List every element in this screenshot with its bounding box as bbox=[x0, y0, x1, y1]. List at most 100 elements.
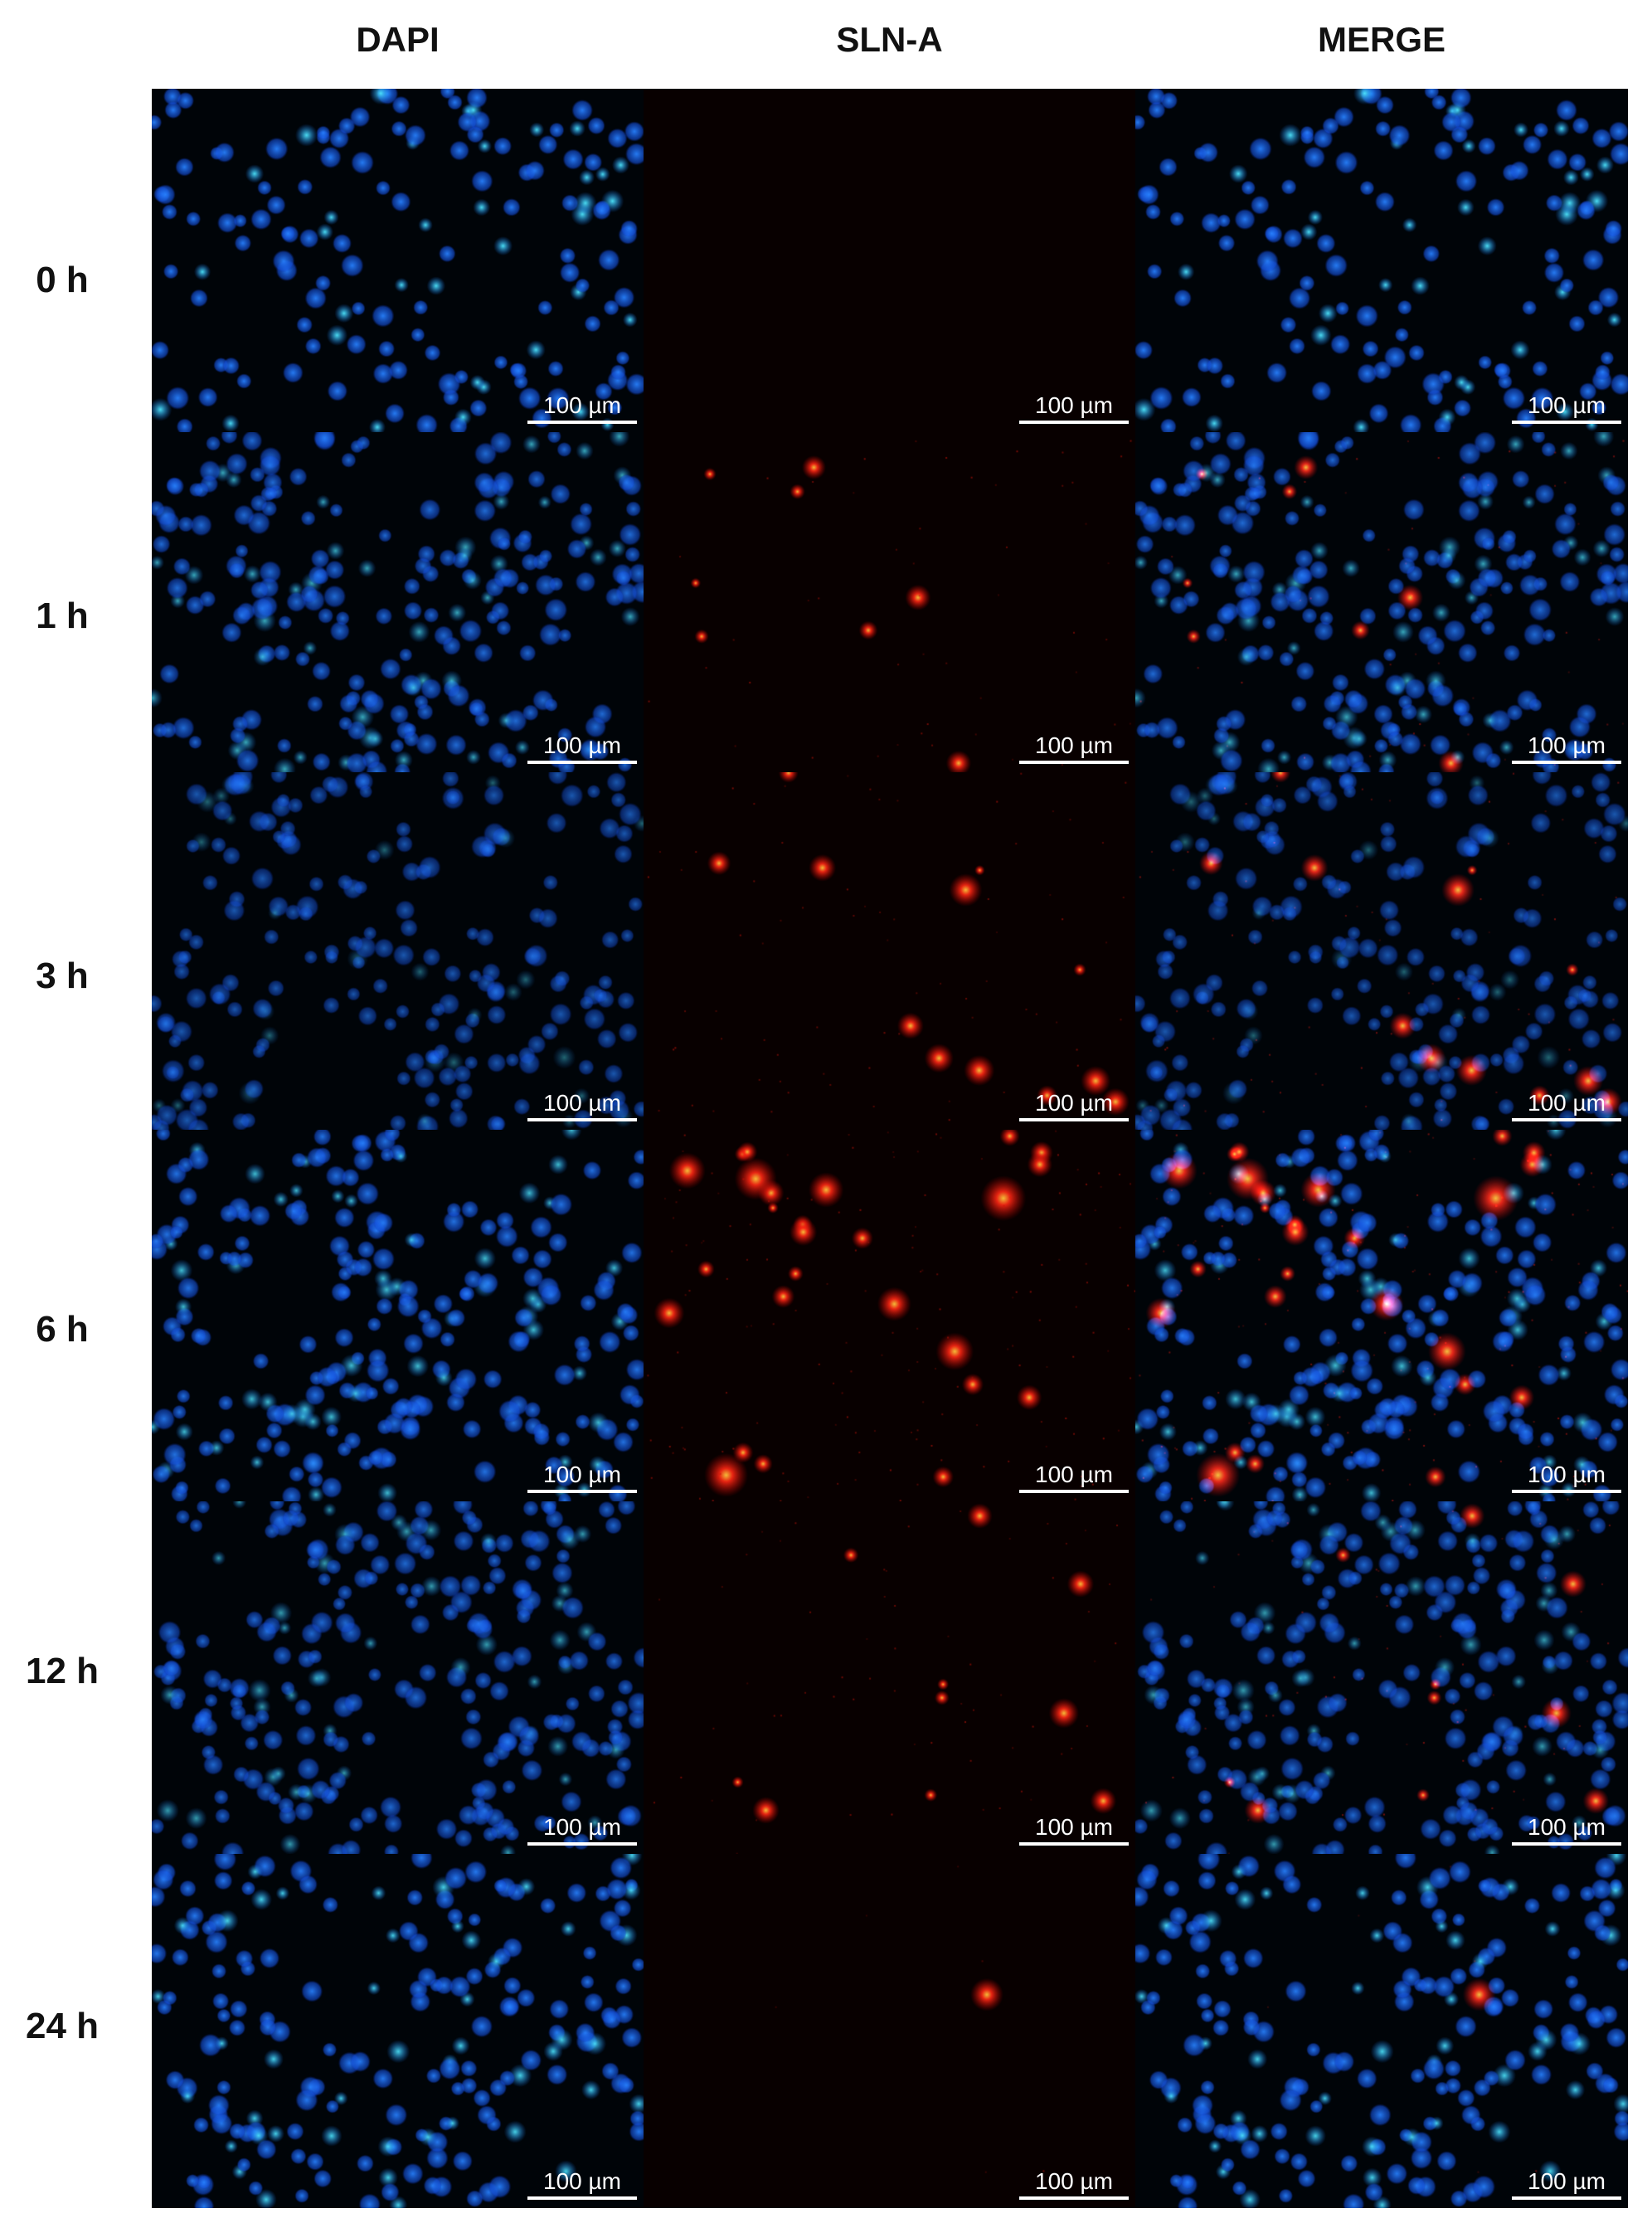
micrograph-sln-1h: 100 µm bbox=[644, 432, 1135, 772]
micrograph-image bbox=[152, 89, 644, 432]
micrograph-image bbox=[1135, 1854, 1628, 2208]
scale-bar: 100 µm bbox=[1512, 1090, 1621, 1121]
scale-bar-line bbox=[527, 1118, 637, 1121]
scale-bar-label: 100 µm bbox=[543, 1090, 621, 1116]
micrograph-image bbox=[152, 772, 644, 1130]
micrograph-image bbox=[644, 772, 1135, 1130]
micrograph-image bbox=[644, 1854, 1135, 2208]
micrograph-dapi-24h: 100 µm bbox=[152, 1854, 644, 2208]
micrograph-sln-0h: 100 µm bbox=[644, 89, 1135, 432]
micrograph-sln-12h: 100 µm bbox=[644, 1501, 1135, 1854]
scale-bar-label: 100 µm bbox=[1528, 1090, 1606, 1116]
column-header-merge: MERGE bbox=[1317, 20, 1446, 59]
row-label-1h: 1 h bbox=[36, 596, 89, 636]
scale-bar-line bbox=[527, 761, 637, 764]
scale-bar-line bbox=[1019, 1842, 1129, 1846]
row-label-12h: 12 h bbox=[25, 1651, 100, 1691]
column-header-sln: SLN-A bbox=[836, 20, 943, 59]
scale-bar: 100 µm bbox=[527, 732, 637, 764]
micrograph-image bbox=[1135, 1501, 1628, 1854]
micrograph-dapi-6h: 100 µm bbox=[152, 1130, 644, 1501]
micrograph-merge-1h: 100 µm bbox=[1135, 432, 1628, 772]
scale-bar: 100 µm bbox=[1019, 1462, 1129, 1493]
micrograph-image bbox=[152, 1130, 644, 1501]
scale-bar-line bbox=[1019, 1118, 1129, 1121]
scale-bar-label: 100 µm bbox=[543, 1462, 621, 1487]
scale-bar-label: 100 µm bbox=[1035, 1090, 1113, 1116]
micrograph-image bbox=[644, 89, 1135, 432]
scale-bar: 100 µm bbox=[1019, 1814, 1129, 1846]
scale-bar-label: 100 µm bbox=[1035, 1462, 1113, 1487]
micrograph-image bbox=[1135, 89, 1628, 432]
scale-bar-label: 100 µm bbox=[1035, 392, 1113, 418]
scale-bar-label: 100 µm bbox=[1035, 1814, 1113, 1840]
scale-bar: 100 µm bbox=[1512, 1814, 1621, 1846]
micrograph-dapi-12h: 100 µm bbox=[152, 1501, 644, 1854]
scale-bar-line bbox=[1512, 1490, 1621, 1493]
micrograph-image bbox=[152, 1854, 644, 2208]
micrograph-dapi-3h: 100 µm bbox=[152, 772, 644, 1130]
scale-bar-line bbox=[1512, 1842, 1621, 1846]
scale-bar-line bbox=[1512, 1118, 1621, 1121]
micrograph-image bbox=[644, 1130, 1135, 1501]
scale-bar-label: 100 µm bbox=[1035, 732, 1113, 758]
scale-bar: 100 µm bbox=[1019, 732, 1129, 764]
scale-bar: 100 µm bbox=[527, 1814, 637, 1846]
scale-bar: 100 µm bbox=[1019, 1090, 1129, 1121]
scale-bar-line bbox=[527, 1490, 637, 1493]
scale-bar-line bbox=[1019, 421, 1129, 424]
micrograph-grid: 100 µm 100 µm 100 µm 100 µm 100 µm 100 µm 100 … bbox=[152, 89, 1628, 2208]
micrograph-image bbox=[1135, 1130, 1628, 1501]
column-header-dapi: DAPI bbox=[356, 20, 440, 59]
micrograph-image bbox=[152, 1501, 644, 1854]
scale-bar-line bbox=[527, 421, 637, 424]
row-label-6h: 6 h bbox=[36, 1309, 89, 1350]
scale-bar-line bbox=[1019, 2196, 1129, 2200]
scale-bar-label: 100 µm bbox=[1528, 1814, 1606, 1840]
micrograph-image bbox=[644, 432, 1135, 772]
row-label-0h: 0 h bbox=[36, 260, 89, 300]
micrograph-image bbox=[644, 1501, 1135, 1854]
scale-bar-label: 100 µm bbox=[543, 2168, 621, 2194]
micrograph-dapi-1h: 100 µm bbox=[152, 432, 644, 772]
micrograph-merge-3h: 100 µm bbox=[1135, 772, 1628, 1130]
micrograph-merge-24h: 100 µm bbox=[1135, 1854, 1628, 2208]
scale-bar: 100 µm bbox=[527, 2168, 637, 2200]
scale-bar: 100 µm bbox=[527, 1462, 637, 1493]
scale-bar-line bbox=[1512, 761, 1621, 764]
scale-bar-label: 100 µm bbox=[1528, 1462, 1606, 1487]
row-label-3h: 3 h bbox=[36, 956, 89, 996]
scale-bar-label: 100 µm bbox=[1035, 2168, 1113, 2194]
micrograph-image bbox=[1135, 772, 1628, 1130]
scale-bar-label: 100 µm bbox=[543, 392, 621, 418]
scale-bar: 100 µm bbox=[1019, 392, 1129, 424]
scale-bar: 100 µm bbox=[1019, 2168, 1129, 2200]
micrograph-dapi-0h: 100 µm bbox=[152, 89, 644, 432]
micrograph-sln-24h: 100 µm bbox=[644, 1854, 1135, 2208]
row-label-24h: 24 h bbox=[25, 2006, 100, 2046]
micrograph-merge-12h: 100 µm bbox=[1135, 1501, 1628, 1854]
scale-bar-line bbox=[527, 2196, 637, 2200]
micrograph-sln-3h: 100 µm bbox=[644, 772, 1135, 1130]
scale-bar: 100 µm bbox=[1512, 2168, 1621, 2200]
micrograph-merge-6h: 100 µm bbox=[1135, 1130, 1628, 1501]
micrograph-merge-0h: 100 µm bbox=[1135, 89, 1628, 432]
scale-bar-label: 100 µm bbox=[543, 1814, 621, 1840]
scale-bar: 100 µm bbox=[527, 392, 637, 424]
scale-bar-label: 100 µm bbox=[1528, 392, 1606, 418]
scale-bar-line bbox=[1512, 421, 1621, 424]
scale-bar-label: 100 µm bbox=[543, 732, 621, 758]
scale-bar-line bbox=[527, 1842, 637, 1846]
micrograph-sln-6h: 100 µm bbox=[644, 1130, 1135, 1501]
micrograph-image bbox=[152, 432, 644, 772]
scale-bar-label: 100 µm bbox=[1528, 2168, 1606, 2194]
scale-bar: 100 µm bbox=[527, 1090, 637, 1121]
scale-bar-label: 100 µm bbox=[1528, 732, 1606, 758]
scale-bar-line bbox=[1019, 1490, 1129, 1493]
scale-bar: 100 µm bbox=[1512, 1462, 1621, 1493]
scale-bar: 100 µm bbox=[1512, 732, 1621, 764]
scale-bar: 100 µm bbox=[1512, 392, 1621, 424]
scale-bar-line bbox=[1512, 2196, 1621, 2200]
scale-bar-line bbox=[1019, 761, 1129, 764]
micrograph-image bbox=[1135, 432, 1628, 772]
